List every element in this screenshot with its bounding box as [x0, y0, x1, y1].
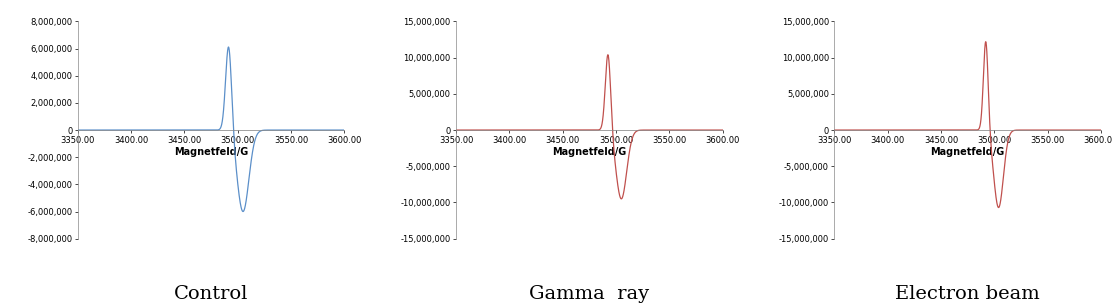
X-axis label: Magnetfeld/G: Magnetfeld/G: [931, 147, 1005, 157]
X-axis label: Magnetfeld/G: Magnetfeld/G: [553, 147, 626, 157]
Text: Electron beam: Electron beam: [895, 285, 1040, 303]
Text: Gamma  ray: Gamma ray: [529, 285, 649, 303]
Text: Control: Control: [173, 285, 248, 303]
X-axis label: Magnetfeld/G: Magnetfeld/G: [173, 147, 248, 157]
